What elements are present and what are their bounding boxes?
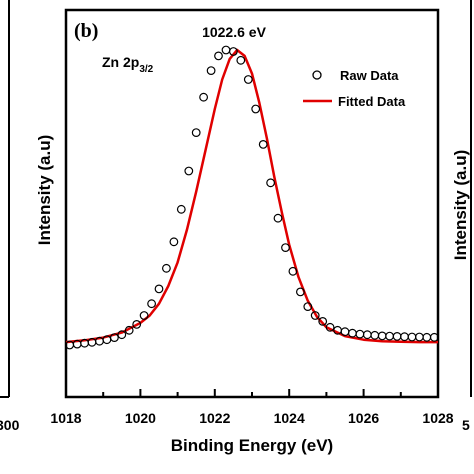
raw-data-point bbox=[429, 332, 439, 342]
x-tick-label: 1024 bbox=[274, 410, 305, 426]
species-label-subscript: 3/2 bbox=[139, 64, 153, 75]
right-panel-edge-label: 5 bbox=[462, 417, 470, 433]
raw-data-point bbox=[228, 47, 238, 56]
raw-data-point bbox=[370, 330, 380, 340]
raw-data-point bbox=[348, 328, 357, 338]
x-tick-label: 1018 bbox=[50, 410, 81, 426]
fitted-data-line bbox=[65, 48, 438, 344]
raw-data-point bbox=[325, 322, 335, 332]
x-tick-label: 1020 bbox=[125, 410, 156, 426]
raw-data-point bbox=[243, 75, 253, 84]
raw-data-point bbox=[221, 45, 231, 55]
legend: Raw Data Fitted Data bbox=[303, 68, 406, 109]
raw-data-point bbox=[184, 166, 194, 176]
legend-fit-label: Fitted Data bbox=[338, 94, 406, 109]
raw-data-point bbox=[281, 243, 290, 253]
raw-data-point bbox=[318, 317, 328, 326]
raw-data-point bbox=[340, 327, 350, 337]
x-tick-label: 1028 bbox=[422, 410, 453, 426]
legend-raw-label: Raw Data bbox=[340, 68, 399, 83]
raw-data-point bbox=[310, 311, 320, 320]
legend-raw-marker bbox=[312, 70, 322, 80]
raw-data-point bbox=[109, 333, 119, 343]
raw-data-point bbox=[191, 128, 201, 138]
raw-data-point bbox=[303, 302, 313, 312]
species-label-main: Zn 2p bbox=[102, 54, 139, 70]
raw-data-point bbox=[161, 263, 171, 273]
raw-data-point bbox=[124, 325, 134, 335]
raw-data-point bbox=[288, 266, 298, 276]
raw-data-point bbox=[392, 332, 402, 341]
raw-data-point bbox=[355, 329, 365, 339]
panel-label: (b) bbox=[74, 20, 98, 42]
fitted-data-layer bbox=[65, 48, 438, 344]
y-axis-label: Intensity (a.u) bbox=[35, 135, 54, 246]
x-axis-ticks: 1018 1020 1022 1024 1026 1028 bbox=[50, 389, 454, 426]
raw-data-point bbox=[117, 330, 127, 340]
x-tick-label: 1026 bbox=[348, 410, 379, 426]
right-panel-axis-label: Intensity (a.u) bbox=[451, 150, 470, 261]
raw-data-point bbox=[266, 178, 276, 188]
raw-data-point bbox=[132, 320, 142, 329]
raw-data-point bbox=[362, 330, 372, 340]
species-label: Zn 2p3/2 bbox=[102, 54, 154, 75]
raw-data-point bbox=[273, 213, 283, 223]
raw-data-point bbox=[147, 299, 157, 309]
raw-data-point bbox=[214, 51, 223, 61]
raw-data-point bbox=[422, 332, 432, 342]
raw-data-point bbox=[296, 287, 305, 297]
raw-data-point bbox=[176, 204, 186, 214]
raw-data-point bbox=[415, 332, 424, 342]
raw-data-point bbox=[377, 331, 387, 341]
raw-data-point bbox=[206, 66, 216, 75]
raw-data-point bbox=[251, 104, 261, 114]
raw-data-point bbox=[236, 55, 246, 65]
x-tick-label: 1022 bbox=[199, 410, 230, 426]
raw-data-point bbox=[258, 139, 268, 149]
raw-data-point bbox=[385, 331, 395, 341]
raw-data-point bbox=[154, 284, 164, 294]
peak-annotation: 1022.6 eV bbox=[202, 24, 266, 40]
raw-data-point bbox=[400, 332, 409, 342]
raw-data-point bbox=[199, 92, 209, 102]
raw-data-point bbox=[169, 237, 179, 247]
raw-data-point bbox=[407, 332, 417, 342]
raw-data-layer bbox=[65, 45, 439, 350]
x-axis-label: Binding Energy (eV) bbox=[171, 436, 333, 455]
raw-data-point bbox=[139, 311, 149, 320]
left-panel-edge-label: 300 bbox=[0, 417, 20, 433]
